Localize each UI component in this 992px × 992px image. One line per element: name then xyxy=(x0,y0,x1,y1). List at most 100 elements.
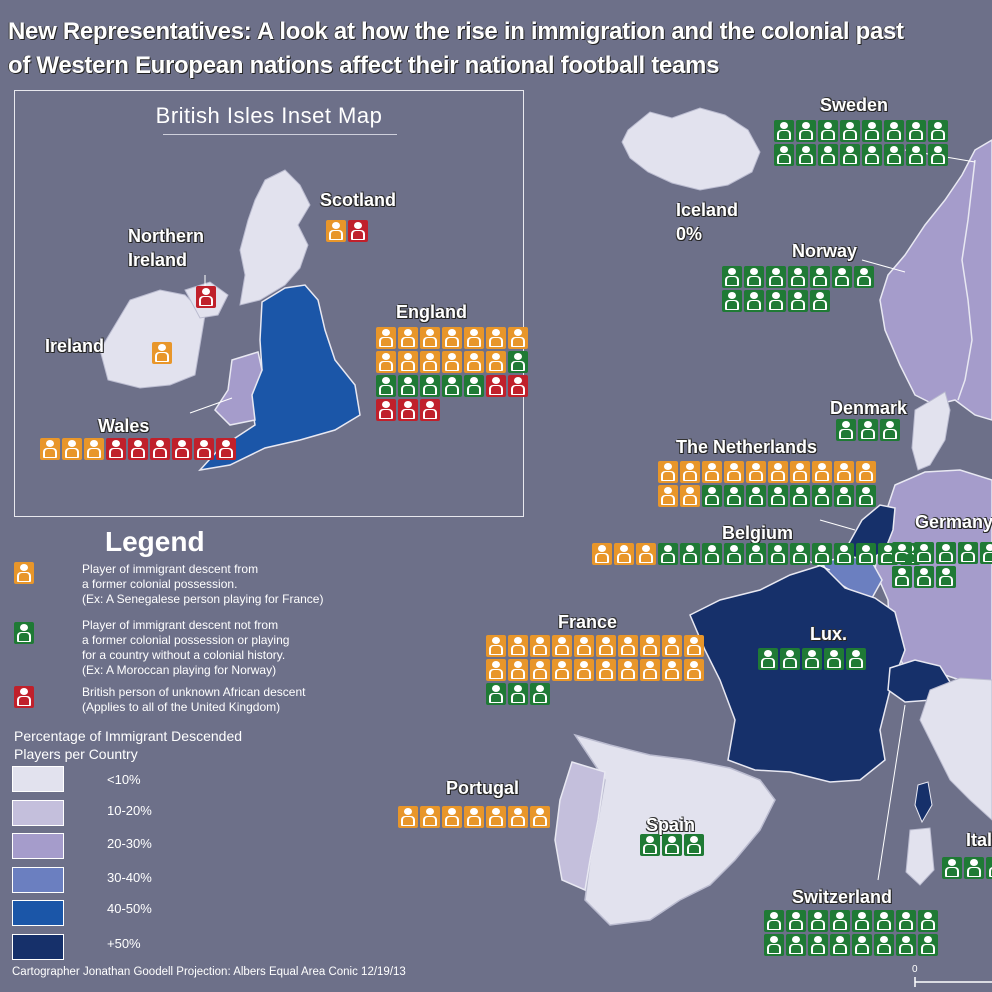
value-iceland: 0% xyxy=(676,224,703,244)
icon-row xyxy=(486,635,704,657)
person-icon xyxy=(508,635,528,657)
iceland-shape xyxy=(621,107,761,191)
scotland-inset-shape xyxy=(239,169,311,306)
person-icon xyxy=(376,375,396,397)
person-icon xyxy=(662,834,682,856)
person-icon xyxy=(508,375,528,397)
person-icon xyxy=(810,266,830,288)
scale-zero: 0 xyxy=(912,964,918,975)
person-icon xyxy=(834,543,854,565)
person-icon xyxy=(964,857,984,879)
person-icon xyxy=(986,857,992,879)
icon-row xyxy=(774,144,948,166)
icon-row xyxy=(486,683,550,705)
person-icon xyxy=(862,120,882,142)
person-icon xyxy=(744,266,764,288)
person-icon xyxy=(398,375,418,397)
person-icon xyxy=(398,399,418,421)
person-icon xyxy=(936,542,956,564)
person-icon xyxy=(746,485,766,507)
person-icon xyxy=(14,686,34,708)
label-germany: Germany xyxy=(915,512,992,532)
person-icon xyxy=(152,342,172,364)
person-icon xyxy=(680,461,700,483)
person-icon xyxy=(780,648,800,670)
legend-icon-uk-african xyxy=(14,686,34,708)
person-icon xyxy=(980,542,992,564)
person-icon xyxy=(684,635,704,657)
person-icon xyxy=(812,543,832,565)
swatch-label-10-20: 10-20% xyxy=(107,803,152,818)
icon-row xyxy=(836,419,900,441)
person-icon xyxy=(788,266,808,288)
icon-row xyxy=(592,543,920,565)
inset-title: British Isles Inset Map xyxy=(155,103,383,128)
person-icon xyxy=(614,543,634,565)
person-icon xyxy=(786,934,806,956)
person-icon xyxy=(486,375,506,397)
person-icon xyxy=(834,461,854,483)
person-icon xyxy=(662,635,682,657)
person-icon xyxy=(420,351,440,373)
person-icon xyxy=(812,485,832,507)
person-icon xyxy=(766,290,786,312)
icon-row xyxy=(764,934,938,956)
person-icon xyxy=(128,438,148,460)
person-icon xyxy=(442,351,462,373)
italy-shape xyxy=(919,677,992,821)
icon-row xyxy=(722,290,830,312)
person-icon xyxy=(874,934,894,956)
person-icon xyxy=(40,438,60,460)
footer-credit: Cartographer Jonathan Goodell Projection… xyxy=(12,966,406,978)
person-icon xyxy=(702,485,722,507)
person-icon xyxy=(824,648,844,670)
person-icon xyxy=(918,910,938,932)
person-icon xyxy=(658,543,678,565)
icon-row xyxy=(376,327,528,349)
person-icon xyxy=(852,910,872,932)
france-shape xyxy=(689,564,906,783)
person-icon xyxy=(420,806,440,828)
label-iceland: Iceland xyxy=(676,200,739,220)
label-denmark: Denmark xyxy=(830,398,908,418)
person-icon xyxy=(724,461,744,483)
legend-text-colonial: Player of immigrant descent from a former… xyxy=(82,562,324,606)
person-icon xyxy=(810,290,830,312)
title-line-2: of Western European nations affect their… xyxy=(8,52,720,79)
person-icon xyxy=(420,375,440,397)
person-icon xyxy=(884,120,904,142)
person-icon xyxy=(832,266,852,288)
person-icon xyxy=(618,635,638,657)
legend-text-uk-african: British person of unknown African descen… xyxy=(82,685,306,714)
person-icon xyxy=(348,220,368,242)
person-icon xyxy=(896,910,916,932)
icon-row xyxy=(942,857,992,879)
person-icon xyxy=(856,461,876,483)
swatch-label-40-50: 40-50% xyxy=(107,901,152,916)
sweden-norway-border xyxy=(957,159,976,401)
person-icon xyxy=(464,327,484,349)
person-icon xyxy=(928,120,948,142)
person-icon xyxy=(684,834,704,856)
swatch-label-under-10: <10% xyxy=(107,772,141,787)
person-icon xyxy=(880,419,900,441)
person-icon xyxy=(906,120,926,142)
person-icon xyxy=(764,934,784,956)
icon-row xyxy=(892,542,992,564)
person-icon xyxy=(640,659,660,681)
label-scotland: Scotland xyxy=(320,190,397,210)
icon-row xyxy=(398,806,550,828)
person-icon xyxy=(958,542,978,564)
person-icon xyxy=(442,375,462,397)
legend-percentage-title: Percentage of Immigrant Descended Players… xyxy=(14,728,243,762)
person-icon xyxy=(774,144,794,166)
legend-title: Legend xyxy=(105,526,205,557)
person-icon xyxy=(14,562,34,584)
swatch-over-50 xyxy=(12,934,64,960)
person-icon xyxy=(884,144,904,166)
scandinavia-shape xyxy=(879,139,992,421)
swatch-10-20 xyxy=(12,800,64,826)
person-icon xyxy=(216,438,236,460)
person-icon xyxy=(768,485,788,507)
person-icon xyxy=(640,834,660,856)
